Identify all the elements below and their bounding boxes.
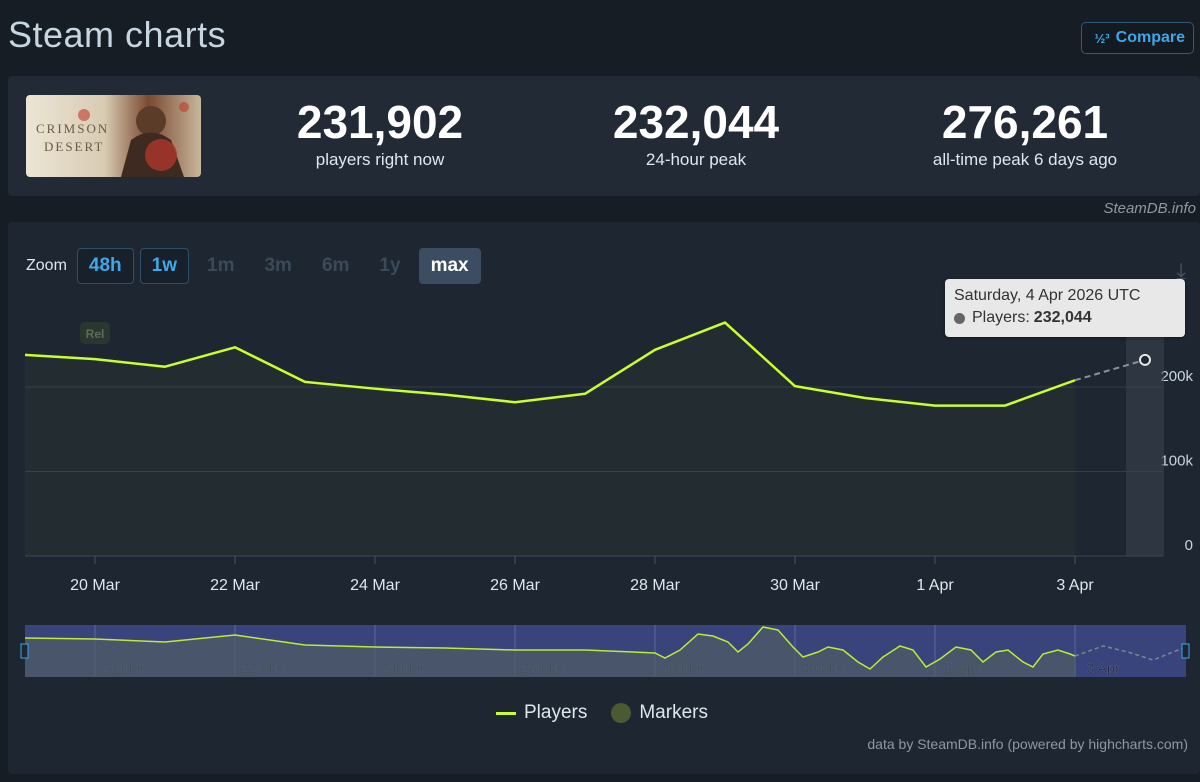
navigator-tick-label: 3 Apr [1087, 660, 1120, 676]
game-artwork: CRIMSON DESERT [26, 95, 201, 177]
navigator-area [25, 627, 1075, 677]
legend-markers[interactable]: Markers [611, 702, 708, 724]
hover-band [1126, 300, 1164, 556]
zoom-48h-button[interactable]: 48h [76, 248, 134, 284]
x-tick-label: 26 Mar [490, 577, 540, 594]
navigator-handle-left [20, 643, 29, 659]
flag-box [80, 322, 110, 344]
x-tick-label: 24 Mar [350, 577, 400, 594]
player-chart[interactable]: 0 100k 200k 20 Mar 22 Mar 24 Mar 26 Mar 28 Mar 3… [8, 222, 1200, 774]
chart-legend: Players Markers [496, 702, 708, 724]
tooltip-row: Players: 232,044 [954, 309, 1092, 327]
x-tick-label: 30 Mar [770, 577, 820, 594]
zoom-6m-button[interactable]: 6m [321, 255, 350, 276]
y-tick-label: 200k [1160, 368, 1193, 385]
download-icon[interactable]: ⤓ [1176, 258, 1186, 283]
svg-text:CRIMSON: CRIMSON [36, 121, 109, 136]
players-now-value: 231,902 [296, 96, 464, 148]
stat-alltime-peak: 276,261 all-time peak 6 days ago [875, 96, 1175, 170]
zoom-1w-button[interactable]: 1w [139, 248, 190, 284]
navigator-projected [1074, 645, 1187, 661]
x-tick-label: 28 Mar [630, 577, 680, 594]
chart-panel: 0 100k 200k 20 Mar 22 Mar 24 Mar 26 Mar 28 Mar 3… [8, 222, 1200, 774]
zoom-controls: Zoom 48h 1w 1m 3m 6m 1y max [26, 248, 481, 284]
chart-tooltip: Saturday, 4 Apr 2026 UTC Players: 232,04… [945, 279, 1185, 337]
navigator-handle-right [1181, 643, 1190, 659]
tooltip-series: Players: [972, 309, 1030, 326]
flag-label: Rel [86, 327, 105, 341]
alltime-peak-label: all-time peak 6 days ago [932, 150, 1118, 169]
compare-label: Compare [1115, 29, 1185, 46]
release-flag: Rel [80, 322, 110, 344]
page-title: Steam charts [8, 14, 227, 55]
legend-markers-label: Markers [639, 702, 708, 723]
line-swatch-icon [496, 711, 516, 715]
navigator-line [24, 626, 1076, 670]
legend-players[interactable]: Players [496, 702, 587, 724]
players-line [24, 321, 1076, 407]
marker-swatch-icon [611, 703, 632, 723]
y-tick-label: 100k [1160, 453, 1193, 470]
zoom-1m-button[interactable]: 1m [207, 255, 235, 276]
highcharts-credit[interactable]: data by SteamDB.info (powered by highcha… [867, 736, 1188, 752]
stats-panel: CRIMSON DESERT 231,902 players right now… [8, 76, 1200, 196]
zoom-max-button[interactable]: max [418, 248, 481, 284]
alltime-peak-value: 276,261 [941, 96, 1109, 148]
players-now-label: players right now [315, 150, 445, 169]
zoom-label: Zoom [26, 257, 67, 274]
hover-point [1139, 353, 1151, 366]
legend-players-label: Players [524, 702, 588, 723]
game-thumbnail[interactable]: CRIMSON DESERT [26, 95, 201, 177]
y-tick-label: 0 [1185, 537, 1193, 554]
area-fill [25, 323, 1075, 556]
projected-line [1074, 358, 1146, 382]
peak-24h-value: 232,044 [612, 96, 780, 148]
fraction-icon: ½³ [1094, 30, 1110, 46]
stat-24h-peak: 232,044 24-hour peak [546, 96, 846, 170]
zoom-1y-button[interactable]: 1y [379, 255, 401, 276]
compare-button[interactable]: ½³ Compare [1081, 22, 1194, 54]
x-tick-label: 20 Mar [70, 577, 120, 594]
x-tick-label: 22 Mar [210, 577, 260, 594]
svg-text:DESERT: DESERT [44, 139, 104, 154]
x-tick-label: 1 Apr [916, 577, 954, 594]
steamdb-credit[interactable]: SteamDB.info [1103, 200, 1196, 217]
zoom-3m-button[interactable]: 3m [264, 255, 292, 276]
tooltip-value: 232,044 [1033, 309, 1092, 326]
x-tick-label: 3 Apr [1056, 577, 1094, 594]
series-dot-icon [954, 312, 965, 324]
stat-current-players: 231,902 players right now [230, 96, 530, 170]
peak-24h-label: 24-hour peak [645, 150, 747, 169]
tooltip-date: Saturday, 4 Apr 2026 UTC [954, 287, 1141, 304]
